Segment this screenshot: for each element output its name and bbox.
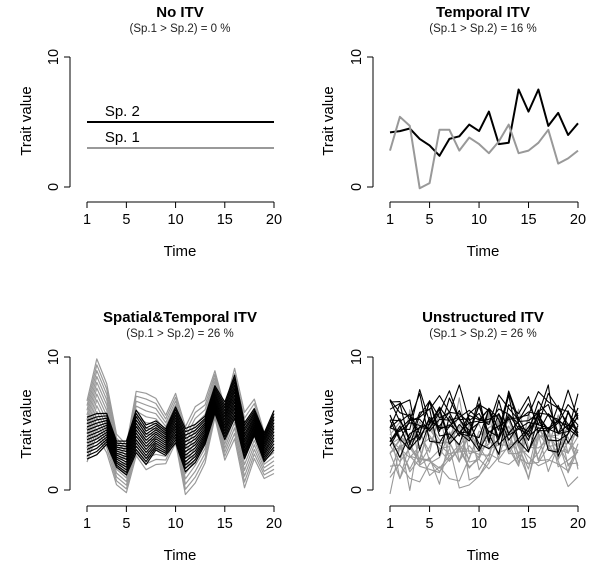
x-tick-label: 15 bbox=[217, 516, 233, 532]
individual-line bbox=[86, 391, 275, 455]
species-label-2: Sp. 1 bbox=[105, 129, 140, 146]
x-tick-label: 10 bbox=[471, 516, 487, 532]
y-tick-label: 10 bbox=[349, 349, 365, 365]
x-tick-label: 1 bbox=[83, 212, 91, 228]
individual-line bbox=[389, 393, 579, 452]
x-tick-label: 1 bbox=[386, 212, 394, 228]
individual-line bbox=[389, 419, 579, 489]
panel-no-itv: No ITV (Sp.1 > Sp.2) = 0 % Time Trait va… bbox=[18, 4, 282, 260]
panel-subtitle: (Sp.1 > Sp.2) = 26 % bbox=[429, 328, 536, 340]
individual-line bbox=[86, 409, 275, 486]
individual-line bbox=[86, 408, 275, 471]
panel-temporal-itv: Temporal ITV (Sp.1 > Sp.2) = 16 % Time T… bbox=[320, 4, 586, 260]
x-tick-label: 10 bbox=[471, 212, 487, 228]
individual-line bbox=[86, 364, 275, 450]
series-line-1 bbox=[389, 88, 579, 157]
individual-line bbox=[86, 417, 275, 496]
x-tick-label: 1 bbox=[386, 516, 394, 532]
panel-title: No ITV bbox=[156, 4, 204, 21]
y-axis-label: Trait value bbox=[18, 389, 35, 458]
series-line-2 bbox=[389, 115, 579, 190]
y-tick-label: 0 bbox=[46, 183, 62, 191]
x-tick-label: 15 bbox=[520, 212, 536, 228]
individual-line bbox=[86, 410, 275, 473]
individual-line bbox=[86, 374, 275, 442]
individual-line bbox=[86, 413, 275, 490]
x-tick-label: 5 bbox=[122, 212, 130, 228]
panel-subtitle: (Sp.1 > Sp.2) = 26 % bbox=[126, 328, 233, 340]
individual-line bbox=[389, 397, 579, 453]
individual-line bbox=[389, 409, 579, 485]
y-axis-label: Trait value bbox=[320, 389, 337, 458]
y-tick-label: 0 bbox=[349, 183, 365, 191]
panel-title: Temporal ITV bbox=[436, 4, 530, 21]
x-tick-label: 20 bbox=[570, 516, 586, 532]
x-axis-label: Time bbox=[164, 547, 197, 564]
x-tick-label: 20 bbox=[570, 212, 586, 228]
x-tick-label: 5 bbox=[122, 516, 130, 532]
panel-title: Spatial&Temporal ITV bbox=[103, 309, 257, 326]
x-tick-label: 5 bbox=[426, 516, 434, 532]
panel-subtitle: (Sp.1 > Sp.2) = 16 % bbox=[429, 23, 536, 35]
y-axis-label: Trait value bbox=[320, 86, 337, 155]
x-tick-label: 10 bbox=[168, 212, 184, 228]
individual-line bbox=[389, 404, 579, 452]
panel-subtitle: (Sp.1 > Sp.2) = 0 % bbox=[129, 23, 230, 35]
x-tick-label: 15 bbox=[217, 212, 233, 228]
x-tick-label: 10 bbox=[168, 516, 184, 532]
individual-line bbox=[86, 404, 275, 466]
species-label-1: Sp. 2 bbox=[105, 103, 140, 120]
x-axis-label: Time bbox=[467, 243, 500, 260]
x-tick-label: 20 bbox=[266, 516, 282, 532]
x-tick-label: 1 bbox=[83, 516, 91, 532]
y-tick-label: 10 bbox=[349, 49, 365, 65]
individual-line bbox=[86, 412, 275, 476]
x-tick-label: 5 bbox=[426, 212, 434, 228]
individual-line bbox=[86, 406, 275, 468]
x-axis-label: Time bbox=[164, 243, 197, 260]
y-tick-label: 0 bbox=[349, 486, 365, 494]
panel-unstructured-itv: Unstructured ITV (Sp.1 > Sp.2) = 26 % Ti… bbox=[320, 309, 586, 564]
x-axis-label: Time bbox=[467, 547, 500, 564]
panel-title: Unstructured ITV bbox=[422, 309, 544, 326]
y-tick-label: 10 bbox=[46, 349, 62, 365]
individual-line bbox=[389, 395, 579, 441]
x-tick-label: 15 bbox=[520, 516, 536, 532]
individual-line bbox=[389, 399, 579, 453]
individual-line bbox=[86, 388, 275, 453]
individual-line bbox=[86, 358, 275, 446]
individual-line bbox=[389, 391, 579, 457]
individual-line bbox=[86, 401, 275, 463]
y-tick-label: 0 bbox=[46, 486, 62, 494]
individual-line bbox=[86, 394, 275, 458]
panel-spatial-temporal-itv: Spatial&Temporal ITV (Sp.1 > Sp.2) = 26 … bbox=[18, 309, 282, 564]
y-tick-label: 10 bbox=[46, 49, 62, 65]
x-tick-label: 20 bbox=[266, 212, 282, 228]
individual-line bbox=[86, 398, 275, 460]
y-axis-label: Trait value bbox=[18, 86, 35, 155]
individual-line bbox=[389, 390, 579, 433]
